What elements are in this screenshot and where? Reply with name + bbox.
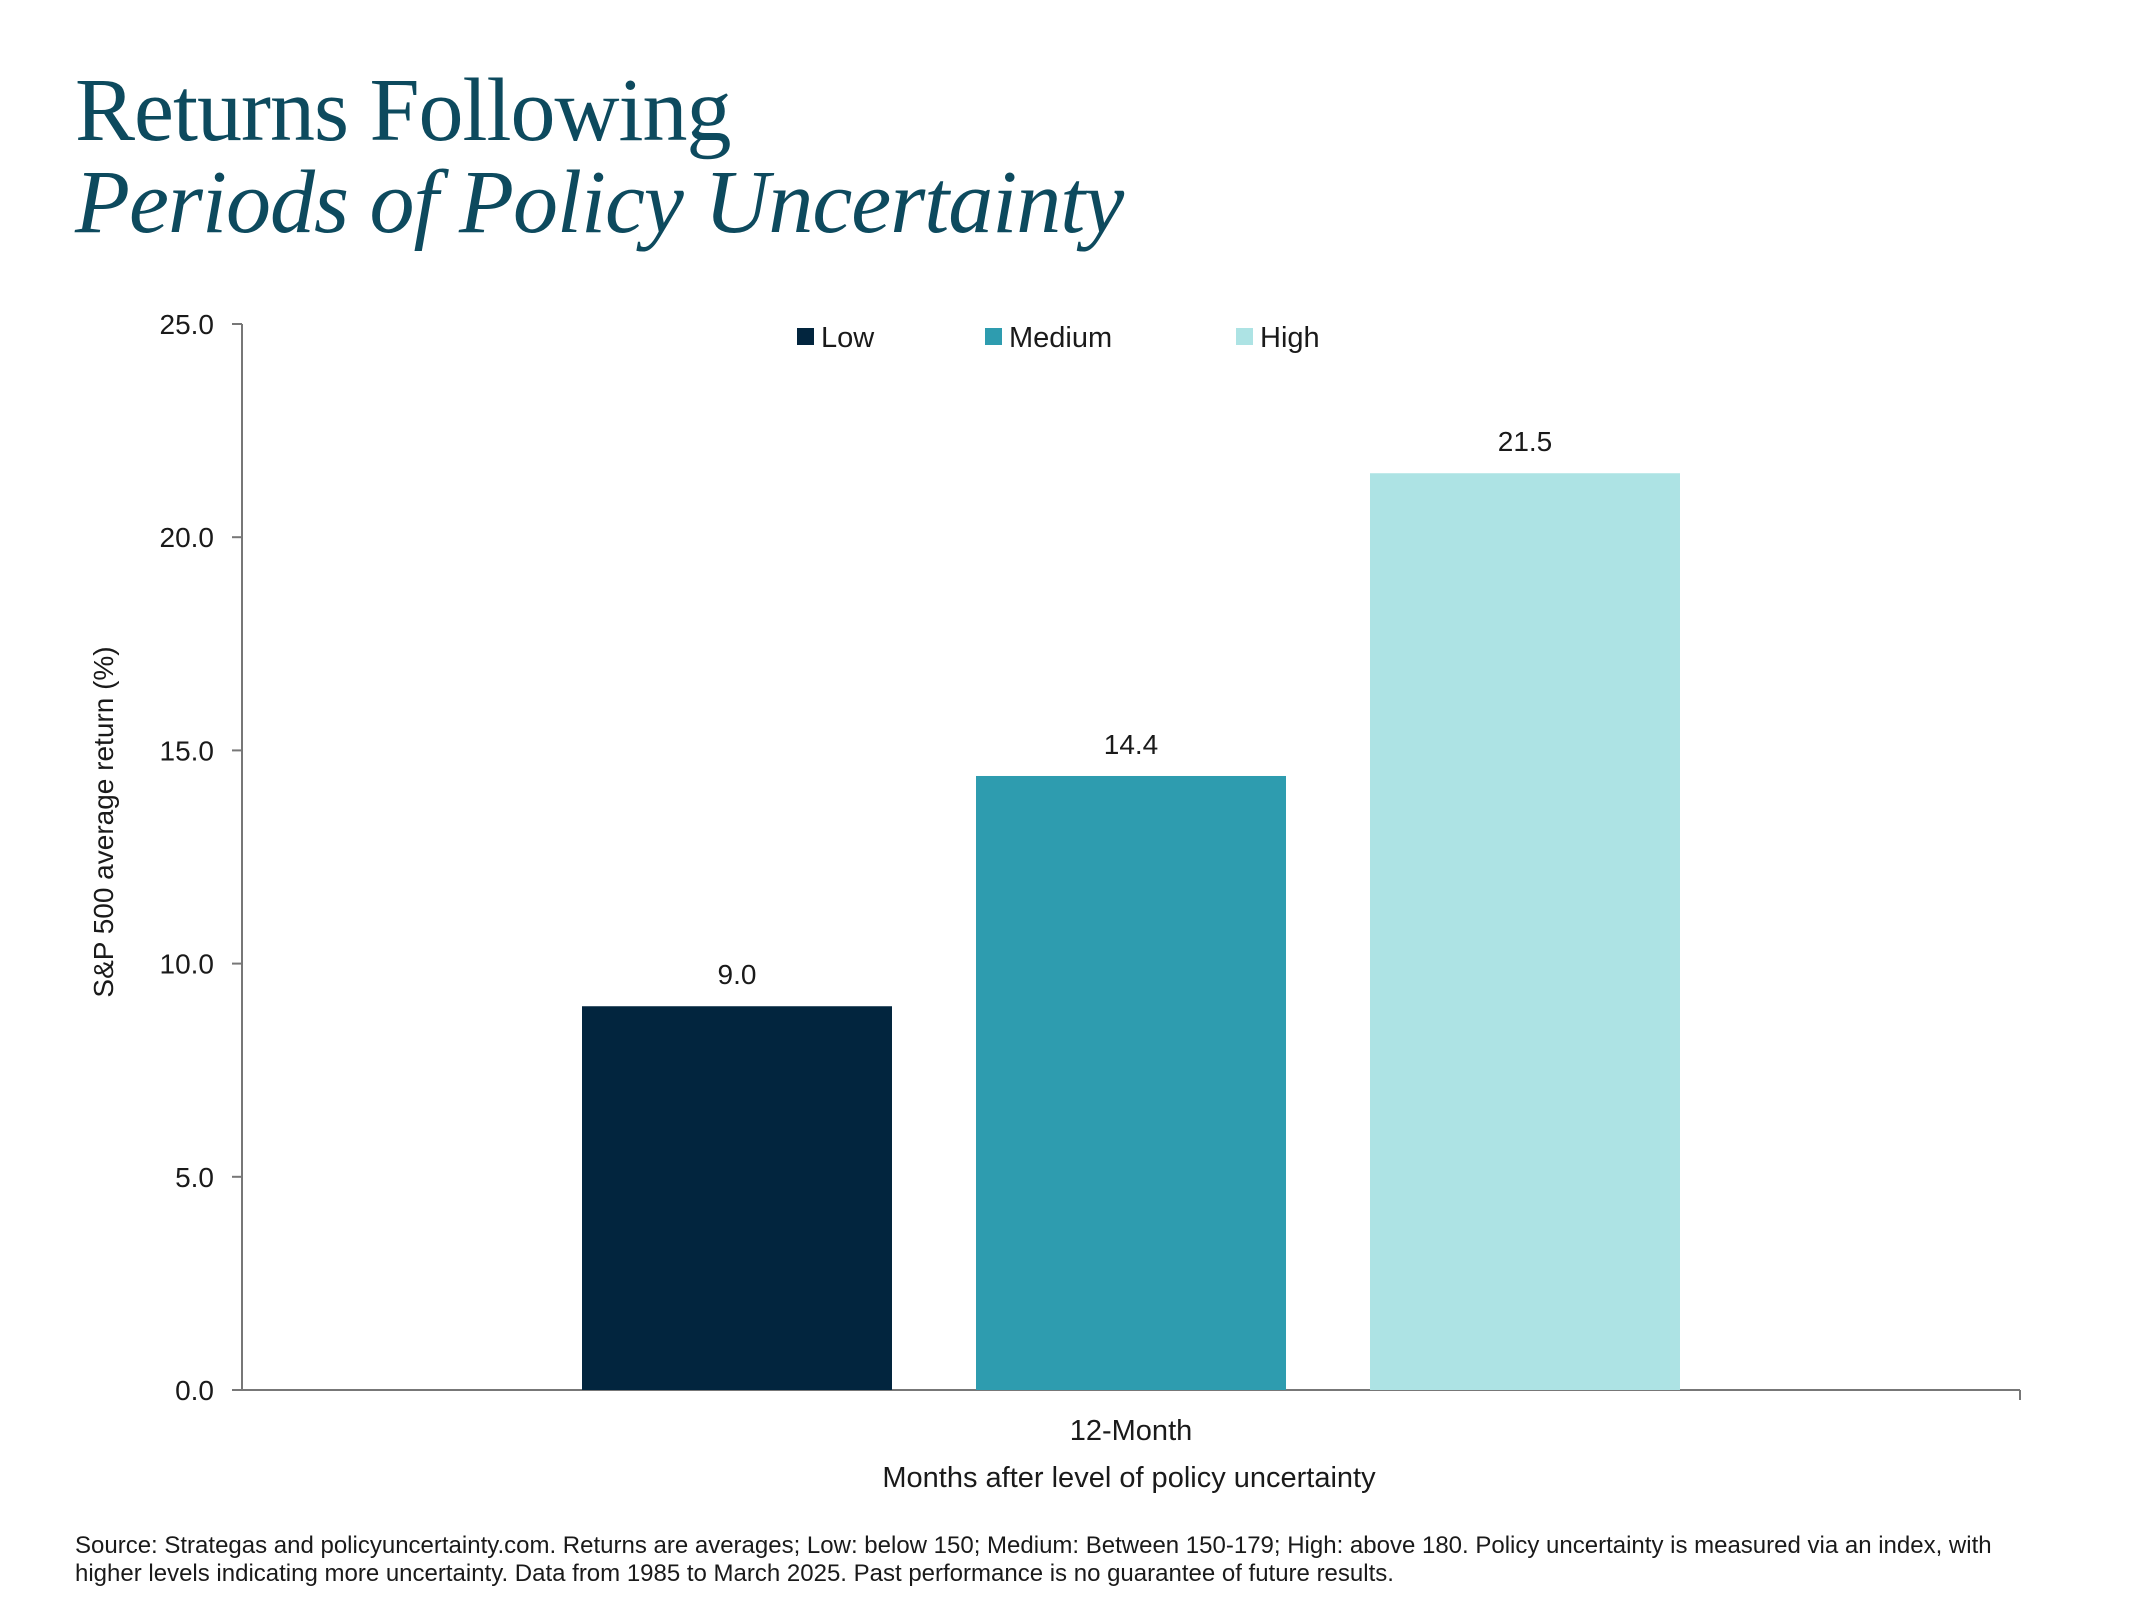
y-tick-label: 25.0 (160, 309, 215, 340)
y-tick-label: 20.0 (160, 522, 215, 553)
legend-label-medium: Medium (1009, 322, 1112, 354)
legend-swatch-medium (985, 328, 1002, 345)
x-tick-label: 12-Month (1070, 1415, 1193, 1447)
title-line-2: Periods of Policy Uncertainty (75, 153, 1124, 252)
axes: 0.0 5.0 10.0 15.0 20.0 25.0 12-Month (160, 309, 2021, 1447)
legend-swatch-high (1236, 328, 1253, 345)
data-label-medium: 14.4 (1104, 729, 1159, 760)
bar-low (582, 1006, 892, 1390)
bars: 9.0 14.4 21.5 (582, 426, 1680, 1390)
y-axis-label: S&P 500 average return (%) (88, 646, 119, 997)
y-tick-label: 10.0 (160, 949, 215, 980)
legend-label-high: High (1260, 322, 1320, 354)
data-label-low: 9.0 (718, 959, 757, 990)
chart-title: Returns Following Periods of Policy Unce… (75, 61, 1124, 252)
legend-label-low: Low (821, 322, 875, 354)
source-note: Source: Strategas and policyuncertainty.… (75, 1532, 1992, 1587)
bar-medium (976, 775, 1286, 1390)
legend: Low Medium High (797, 322, 1320, 354)
bar-chart: 0.0 5.0 10.0 15.0 20.0 25.0 12-Month 9.0 14.4 21… (88, 309, 2021, 1494)
legend-swatch-low (797, 328, 814, 345)
y-tick-label: 0.0 (175, 1375, 214, 1406)
y-tick-label: 15.0 (160, 735, 215, 766)
y-tick-label: 5.0 (175, 1162, 214, 1193)
bar-high (1370, 473, 1680, 1390)
x-axis-label: Months after level of policy uncertainty (882, 1462, 1376, 1494)
data-label-high: 21.5 (1498, 426, 1553, 457)
title-line-1: Returns Following (75, 61, 732, 160)
